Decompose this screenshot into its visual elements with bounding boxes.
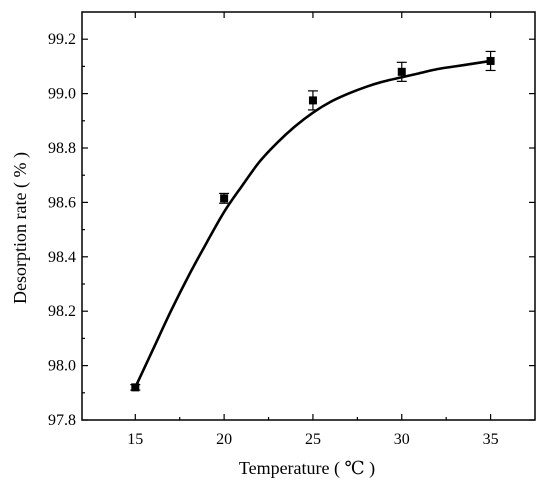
fit-curve-layer	[134, 59, 491, 388]
y-tick-label: 98.8	[48, 140, 76, 157]
plot-border	[81, 11, 536, 421]
data-point-group	[130, 383, 141, 392]
x-tick-label: 35	[483, 431, 499, 448]
y-axis: 97.8 98.0 98.2 98.4 98.6 98.8 99.0 99.2	[48, 31, 535, 429]
y-tick-label: 99.2	[48, 31, 76, 48]
x-tick-label: 20	[216, 431, 232, 448]
data-point-group	[219, 192, 230, 204]
x-axis-title: Temperature ( ℃ )	[239, 458, 375, 479]
data-point-group	[485, 50, 496, 72]
x-tick-label: 30	[394, 431, 410, 448]
x-tick-label: 15	[127, 431, 143, 448]
y-tick-label: 98.4	[48, 249, 76, 266]
x-axis: 15 20 25 30 35	[127, 12, 499, 448]
y-tick-label: 98.2	[48, 303, 76, 320]
data-point-group	[396, 61, 407, 82]
plot-frame	[81, 11, 536, 421]
x-tick-label: 25	[305, 431, 321, 448]
data-point-marker	[486, 56, 495, 65]
data-point-marker	[308, 96, 317, 105]
data-point-group	[307, 90, 318, 111]
data-point-marker	[397, 67, 406, 76]
data-point-marker	[220, 194, 229, 203]
data-point-marker	[131, 383, 140, 392]
y-tick-label: 98.0	[48, 358, 76, 375]
y-tick-label: 99.0	[48, 86, 76, 103]
y-tick-label: 97.8	[48, 412, 76, 429]
data-points	[130, 50, 496, 392]
y-tick-label: 98.6	[48, 194, 76, 211]
fit-curve-line	[134, 59, 491, 388]
y-axis-title: Desorption rate ( % )	[10, 152, 31, 304]
